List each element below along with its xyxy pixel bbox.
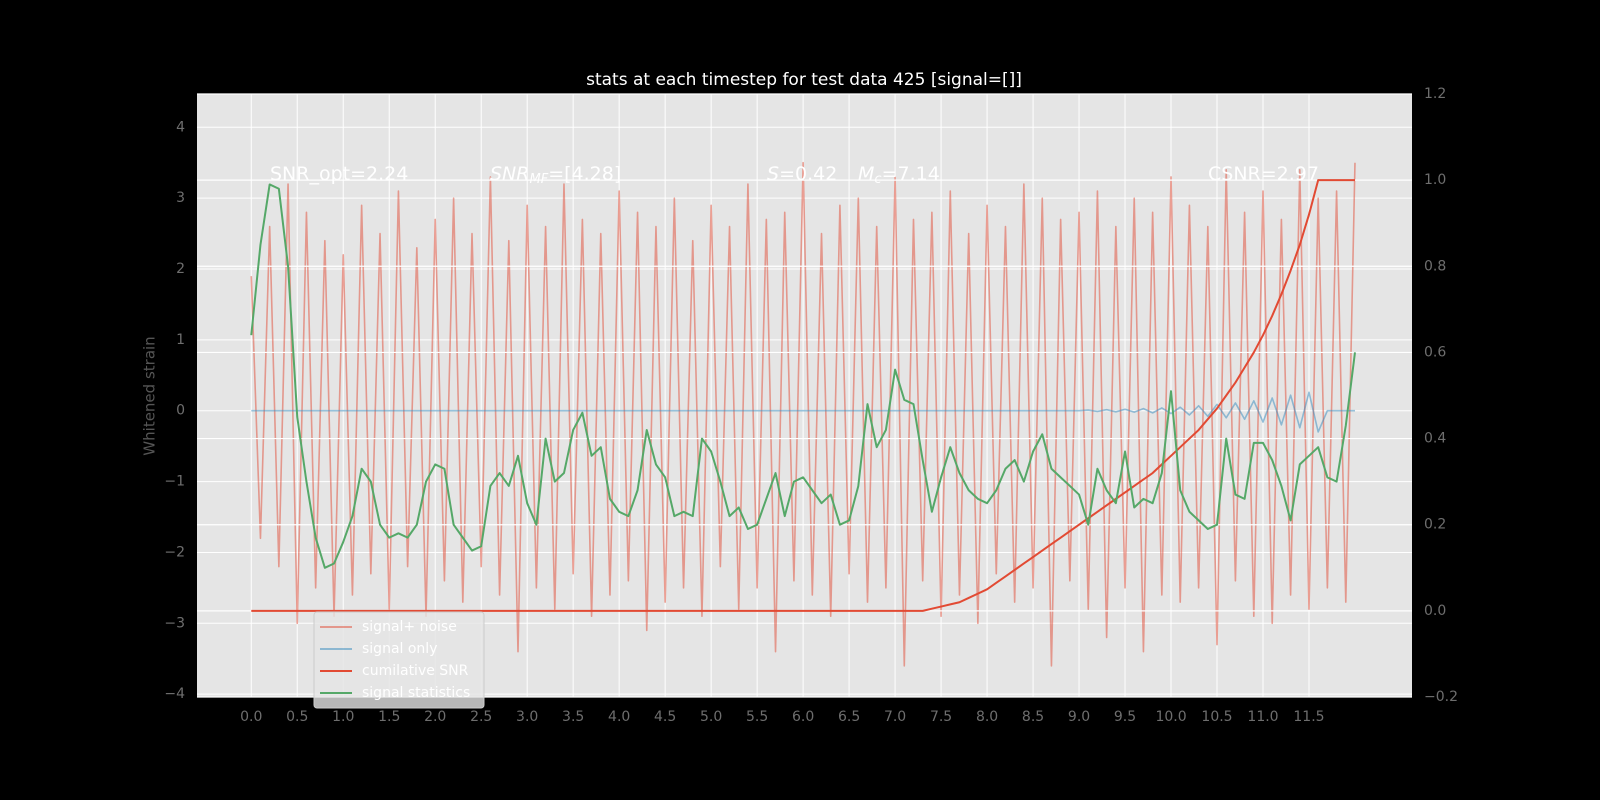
y2-tick-label: 1.2 — [1424, 86, 1446, 102]
y2-tick-label: 1.0 — [1424, 172, 1446, 188]
annotation: Mc=7.14 — [858, 163, 940, 187]
y2-tick-label: −0.2 — [1424, 689, 1458, 705]
annotation-part: =0.42 — [779, 163, 837, 185]
x-tick-label: 11.5 — [1293, 709, 1324, 725]
legend-label: cumilative SNR — [362, 663, 469, 679]
y-tick-label: −4 — [164, 686, 185, 702]
annotation: SNR_opt=2.24 — [270, 163, 408, 185]
x-tick-label: 3.5 — [562, 709, 584, 725]
series-line — [250, 183, 1356, 569]
x-tick-label: 1.5 — [378, 709, 400, 725]
annotation-part: =7.14 — [882, 163, 940, 185]
x-tick-label: 2.5 — [470, 709, 492, 725]
x-tick-label: 10.0 — [1155, 709, 1186, 725]
annotation-part: M — [858, 163, 874, 185]
legend-label: signal statistics — [362, 685, 470, 701]
y2-tick-label: 0.2 — [1424, 517, 1446, 533]
series-line — [250, 161, 1356, 667]
series-line — [251, 391, 1355, 433]
y-tick-label: −3 — [164, 615, 185, 631]
chart-title: stats at each timestep for test data 425… — [586, 70, 1022, 90]
x-tick-label: 6.0 — [792, 709, 814, 725]
annotation-part: S — [767, 163, 779, 185]
legend-label: signal+ noise — [362, 619, 457, 635]
x-tick-label: 7.5 — [930, 709, 952, 725]
legend-box — [313, 611, 485, 709]
x-tick-label: 5.0 — [700, 709, 722, 725]
x-tick-label: 8.5 — [1022, 709, 1044, 725]
y-axis-label: Whitened strain — [141, 336, 159, 455]
y2-tick-label: 0.6 — [1424, 344, 1446, 360]
annotation-part: CSNR=2.97 — [1208, 163, 1319, 185]
annotation: S=0.42 — [767, 163, 837, 185]
y-tick-label: 4 — [176, 119, 185, 135]
y2-tick-label: 0.8 — [1424, 258, 1446, 274]
x-tick-label: 6.5 — [838, 709, 860, 725]
x-tick-label: 7.0 — [884, 709, 906, 725]
x-tick-label: 3.0 — [516, 709, 538, 725]
x-tick-label: 4.5 — [654, 709, 676, 725]
y-tick-label: −2 — [164, 544, 185, 560]
x-tick-label: 9.5 — [1114, 709, 1136, 725]
y2-tick-label: 0.0 — [1424, 603, 1446, 619]
y2-tick-label: 0.4 — [1424, 431, 1446, 447]
x-tick-label: 9.0 — [1068, 709, 1090, 725]
x-tick-label: 0.0 — [240, 709, 262, 725]
y-tick-label: 1 — [176, 332, 185, 348]
annotation-part: SNR_opt=2.24 — [270, 163, 408, 185]
y-tick-label: −1 — [164, 474, 185, 490]
x-tick-label: 8.0 — [976, 709, 998, 725]
x-tick-label: 11.0 — [1247, 709, 1278, 725]
x-tick-label: 4.0 — [608, 709, 630, 725]
annotation-part: c — [874, 172, 881, 187]
x-tick-label: 1.0 — [332, 709, 354, 725]
x-tick-label: 0.5 — [286, 709, 308, 725]
x-tick-label: 10.5 — [1201, 709, 1232, 725]
annotation: SNRMF=[4.28] — [490, 163, 621, 187]
x-tick-label: 2.0 — [424, 709, 446, 725]
annotation-part: MF — [529, 172, 548, 187]
annotation-part: SNR — [490, 163, 529, 185]
y-tick-label: 3 — [176, 190, 185, 206]
series-line — [251, 179, 1355, 612]
grid-left — [197, 94, 1412, 697]
annotation: CSNR=2.97 — [1208, 163, 1319, 185]
legend-label: signal only — [362, 641, 437, 657]
annotation-part: =[4.28] — [548, 163, 621, 185]
x-tick-label: 5.5 — [746, 709, 768, 725]
y-tick-label: 0 — [176, 403, 185, 419]
y-tick-label: 2 — [176, 261, 185, 277]
